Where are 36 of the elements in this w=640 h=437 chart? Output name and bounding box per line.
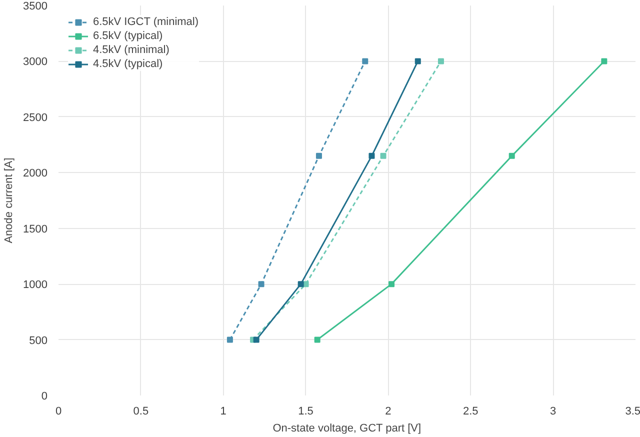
point: [380, 152, 386, 159]
y-tick-label: 2500: [23, 112, 48, 124]
point: [388, 281, 395, 288]
point: [438, 58, 444, 64]
point: [298, 281, 304, 288]
x-tick-label: 0.5: [133, 406, 149, 418]
y-tick-label: 2000: [23, 168, 48, 180]
x-tick-label: 2: [385, 406, 392, 418]
x-tick-label: 3: [550, 406, 556, 418]
x-tick-label: 1: [220, 406, 226, 418]
y-tick-label: 3500: [23, 0, 48, 12]
point: [368, 152, 375, 159]
y-tick-label: 500: [29, 334, 48, 347]
point: [316, 152, 322, 159]
y-tick-label: 1500: [23, 223, 48, 236]
legend-label: 6.5kV IGCT (minimal): [93, 15, 199, 29]
point: [508, 152, 515, 159]
legend-label: 4.5kV (minimal): [93, 43, 170, 57]
x-tick-label: 1.5: [298, 406, 314, 418]
y-tick-label: 3000: [23, 56, 48, 68]
point: [314, 336, 320, 343]
legend-label: 4.5kV (typical): [93, 57, 163, 71]
y-tick-label: 1000: [23, 279, 48, 292]
point: [253, 336, 260, 343]
x-tick-label: 2.5: [462, 406, 478, 418]
point: [362, 58, 368, 64]
x-tick-label: 3.5: [625, 406, 640, 418]
y-tick-label: 0: [41, 390, 48, 402]
y-axis-title: Anode current [A]: [3, 158, 16, 244]
legend-label: 6.5kV (typical): [93, 29, 163, 43]
point: [258, 281, 264, 288]
x-tick-label: 0: [55, 406, 62, 418]
x-axis-title: On-state voltage, GCT part [V]: [272, 422, 422, 434]
point: [226, 336, 233, 343]
point: [601, 58, 608, 64]
point: [414, 58, 421, 64]
